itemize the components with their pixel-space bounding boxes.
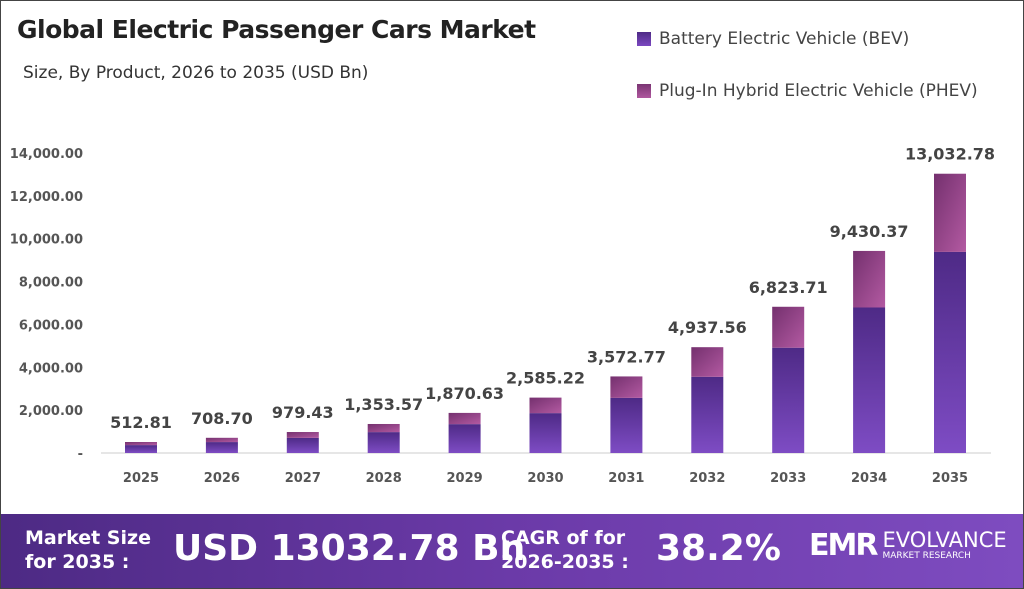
data-label-total: 2,585.22 [506,369,585,388]
market-size-label-line2: for 2035 : [25,551,130,573]
bar-segment-phev [125,442,157,446]
legend-item-phev: Plug-In Hybrid Electric Vehicle (PHEV) [637,81,978,101]
legend-label-bev: Battery Electric Vehicle (BEV) [659,29,910,49]
bar-segment-phev [529,397,562,414]
data-label-total: 708.70 [191,409,253,428]
bar-segment-phev [853,250,886,308]
bar-segment-phev [286,432,319,438]
y-tick-label: 10,000.00 [10,233,83,248]
y-tick-label: 2,000.00 [19,404,83,419]
data-label-total: 6,823.71 [749,278,828,297]
bar-segment-bev [610,397,643,453]
data-label-total: 9,430.37 [830,222,909,241]
x-tick-label: 2031 [608,471,644,486]
x-tick-label: 2027 [285,471,321,486]
emr-logo-icon: EMR [809,528,878,563]
stacked-bar-chart: - 2,000.00 4,000.00 6,000.00 8,000.00 10,000.… [10,145,995,486]
chart-title: Global Electric Passenger Cars Market [17,15,536,44]
x-tick-label: 2029 [447,471,483,486]
bar-segment-bev [286,437,319,453]
legend-label-phev: Plug-In Hybrid Electric Vehicle (PHEV) [659,81,978,101]
y-tick-label: 4,000.00 [19,361,83,376]
data-label-total: 4,937.56 [668,318,747,337]
bar-segment-phev [691,347,724,377]
logo-name: EVOLVANCE [882,528,1007,552]
x-tick-label: 2026 [204,471,240,486]
data-label-total: 979.43 [272,403,334,422]
bar-segment-bev [125,445,157,453]
bar-segment-phev [205,437,238,443]
footer-banner: Market Size for 2035 : USD 13032.78 Bn C… [1,514,1023,588]
data-label-total: 3,572.77 [587,347,666,366]
bar-segment-bev [205,442,238,453]
y-tick-label: 12,000.00 [10,190,83,205]
bar-segment-bev [367,432,400,453]
data-label-total: 1,870.63 [425,384,504,403]
bar-segment-phev [772,306,805,348]
x-tick-label: 2035 [932,471,968,486]
bar-segment-bev [691,376,724,453]
market-size-value: USD 13032.78 Bn [173,528,526,569]
cagr-value: 38.2% [656,528,781,569]
legend-item-bev: Battery Electric Vehicle (BEV) [637,29,909,49]
y-tick-label: 14,000.00 [10,147,83,162]
x-tick-label: 2025 [123,471,159,486]
cagr-label-line1: CAGR of for [501,527,626,549]
bar-segment-phev [448,412,481,425]
bar-segment-phev [367,423,400,433]
logo-subtitle: MARKET RESEARCH [882,551,971,561]
y-tick-label: - [78,447,83,462]
legend-swatch-bev [637,32,651,46]
x-tick-label: 2033 [770,471,806,486]
y-tick-label: 6,000.00 [19,318,83,333]
market-size-label-line1: Market Size [25,527,151,549]
x-tick-label: 2032 [689,471,725,486]
market-size-label: Market Size for 2035 : [25,526,151,574]
x-tick-label: 2034 [851,471,887,486]
data-label-total: 512.81 [110,413,172,432]
bar-segment-bev [529,413,562,453]
bar-segment-bev [934,251,966,453]
bar-segment-bev [853,307,886,453]
legend-swatch-phev [637,84,651,98]
cagr-label: CAGR of for 2026-2035 : [501,526,629,574]
cagr-label-line2: 2026-2035 : [501,551,629,573]
x-tick-label: 2028 [366,471,402,486]
y-tick-label: 8,000.00 [19,276,83,291]
x-tick-label: 2030 [527,471,563,486]
chart-subtitle: Size, By Product, 2026 to 2035 (USD Bn) [23,63,369,83]
bar-segment-bev [772,347,805,453]
data-label-total: 13,032.78 [905,145,995,164]
bar-segment-phev [610,376,643,398]
bar-segment-phev [934,173,966,252]
evolvance-logo: EMR EVOLVANCE MARKET RESEARCH [809,528,1007,563]
data-label-total: 1,353.57 [344,395,423,414]
bar-segment-bev [448,424,481,453]
